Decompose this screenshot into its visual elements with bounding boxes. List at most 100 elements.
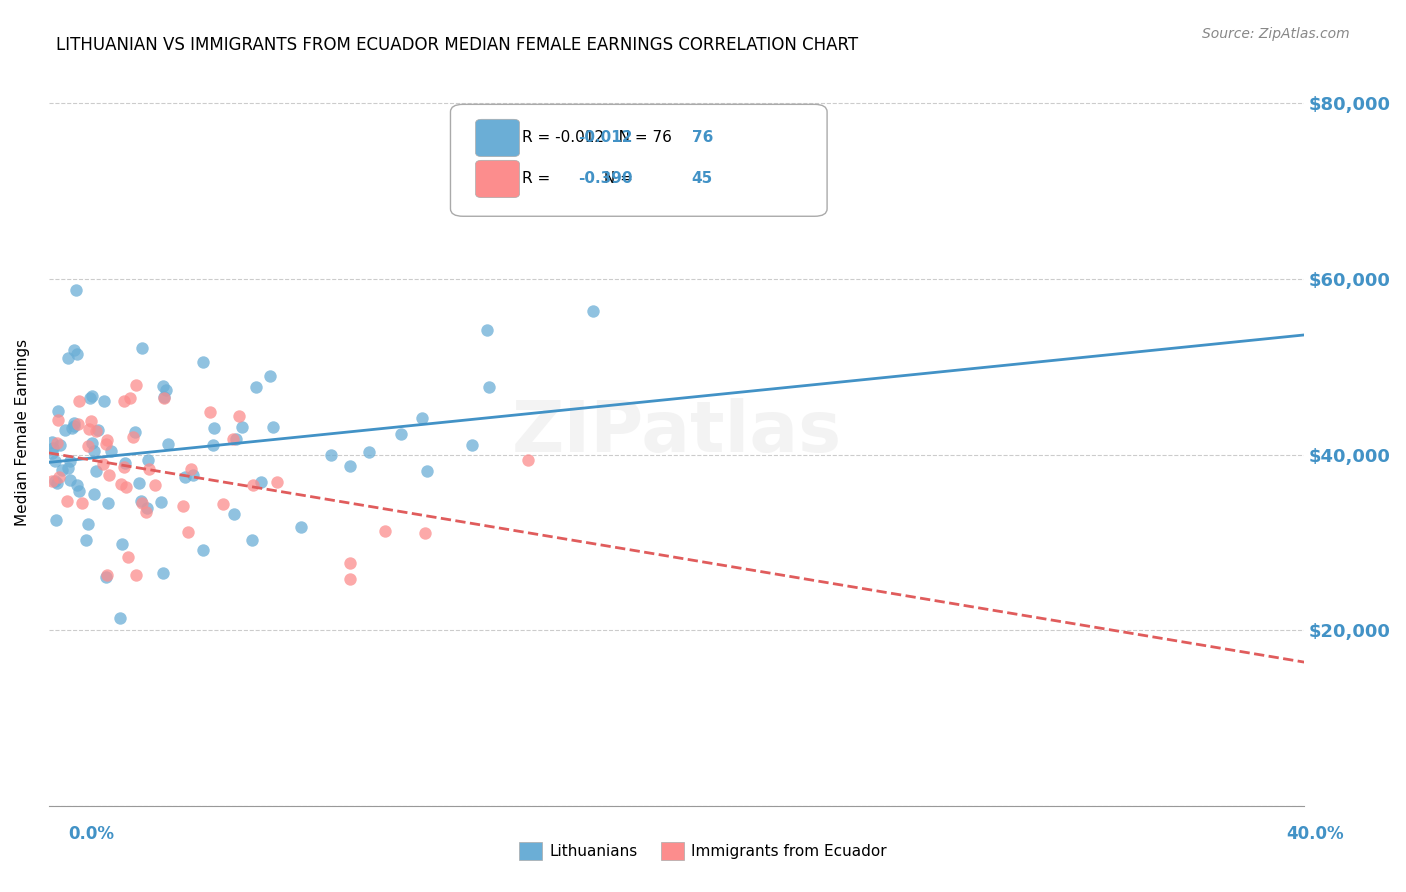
Point <box>231 420 253 434</box>
Point <box>411 410 433 425</box>
Point <box>131 496 153 510</box>
Point <box>339 572 361 586</box>
Text: -0.390: -0.390 <box>578 171 633 186</box>
Point <box>156 437 179 451</box>
Point <box>124 425 146 440</box>
Point <box>97 467 120 482</box>
Point <box>65 478 87 492</box>
Point <box>357 445 380 459</box>
Text: LITHUANIAN VS IMMIGRANTS FROM ECUADOR MEDIAN FEMALE EARNINGS CORRELATION CHART: LITHUANIAN VS IMMIGRANTS FROM ECUADOR ME… <box>56 36 859 54</box>
Point <box>41 474 63 488</box>
Point <box>110 476 132 491</box>
Point <box>66 417 89 432</box>
Point <box>110 536 132 550</box>
Point <box>48 404 70 418</box>
Point <box>77 439 100 453</box>
Point <box>150 494 173 508</box>
Point <box>94 437 117 451</box>
Point <box>145 478 167 492</box>
Point <box>83 444 105 458</box>
Point <box>266 475 288 489</box>
Point <box>135 505 157 519</box>
Point <box>46 436 69 450</box>
Point <box>136 452 159 467</box>
Point <box>65 283 87 297</box>
Point <box>83 487 105 501</box>
Point <box>48 470 70 484</box>
Point <box>115 480 138 494</box>
Point <box>172 499 194 513</box>
Point <box>80 414 103 428</box>
Point <box>250 475 273 490</box>
Point <box>191 542 214 557</box>
Point <box>60 420 83 434</box>
Point <box>582 303 605 318</box>
Point <box>59 473 82 487</box>
Point <box>180 462 202 476</box>
Point <box>67 393 90 408</box>
Point <box>477 323 499 337</box>
FancyBboxPatch shape <box>475 161 520 198</box>
Point <box>53 423 76 437</box>
Point <box>193 355 215 369</box>
Point <box>339 458 361 473</box>
Point <box>176 525 198 540</box>
Point <box>114 393 136 408</box>
Point <box>56 461 79 475</box>
Text: 40.0%: 40.0% <box>1286 825 1343 843</box>
Point <box>155 384 177 398</box>
Point <box>202 421 225 435</box>
Point <box>321 448 343 462</box>
Point <box>389 427 412 442</box>
Text: Source: ZipAtlas.com: Source: ZipAtlas.com <box>1202 27 1350 41</box>
Point <box>240 533 263 548</box>
Point <box>97 496 120 510</box>
Point <box>79 391 101 405</box>
Point <box>174 469 197 483</box>
Point <box>129 494 152 508</box>
Point <box>477 379 499 393</box>
Point <box>63 343 86 357</box>
FancyBboxPatch shape <box>475 120 520 157</box>
Point <box>96 433 118 447</box>
Text: 0.0%: 0.0% <box>69 825 114 843</box>
Point <box>49 438 72 452</box>
Point <box>228 409 250 423</box>
Point <box>183 467 205 482</box>
Point <box>138 462 160 476</box>
Point <box>77 517 100 532</box>
Point <box>45 513 67 527</box>
Point <box>94 570 117 584</box>
Text: 76: 76 <box>692 130 713 145</box>
Point <box>339 556 361 570</box>
Point <box>93 393 115 408</box>
Point <box>128 475 150 490</box>
Point <box>259 369 281 384</box>
Point <box>221 432 243 446</box>
Point <box>224 507 246 521</box>
Point <box>262 419 284 434</box>
Point <box>51 463 73 477</box>
Point <box>245 380 267 394</box>
Point <box>70 496 93 510</box>
Point <box>516 453 538 467</box>
Point <box>55 494 77 508</box>
Point <box>84 464 107 478</box>
Point <box>290 520 312 534</box>
Point <box>153 392 176 406</box>
Point <box>122 430 145 444</box>
Point <box>59 454 82 468</box>
Point <box>108 611 131 625</box>
Point <box>63 418 86 433</box>
Point <box>84 424 107 438</box>
Text: R =           N =: R = N = <box>522 171 652 186</box>
Point <box>46 413 69 427</box>
Point <box>114 456 136 470</box>
Point <box>152 566 174 581</box>
Point <box>131 341 153 355</box>
Point <box>41 446 63 460</box>
Point <box>82 436 104 450</box>
Point <box>87 423 110 437</box>
Point <box>117 549 139 564</box>
Point <box>125 567 148 582</box>
